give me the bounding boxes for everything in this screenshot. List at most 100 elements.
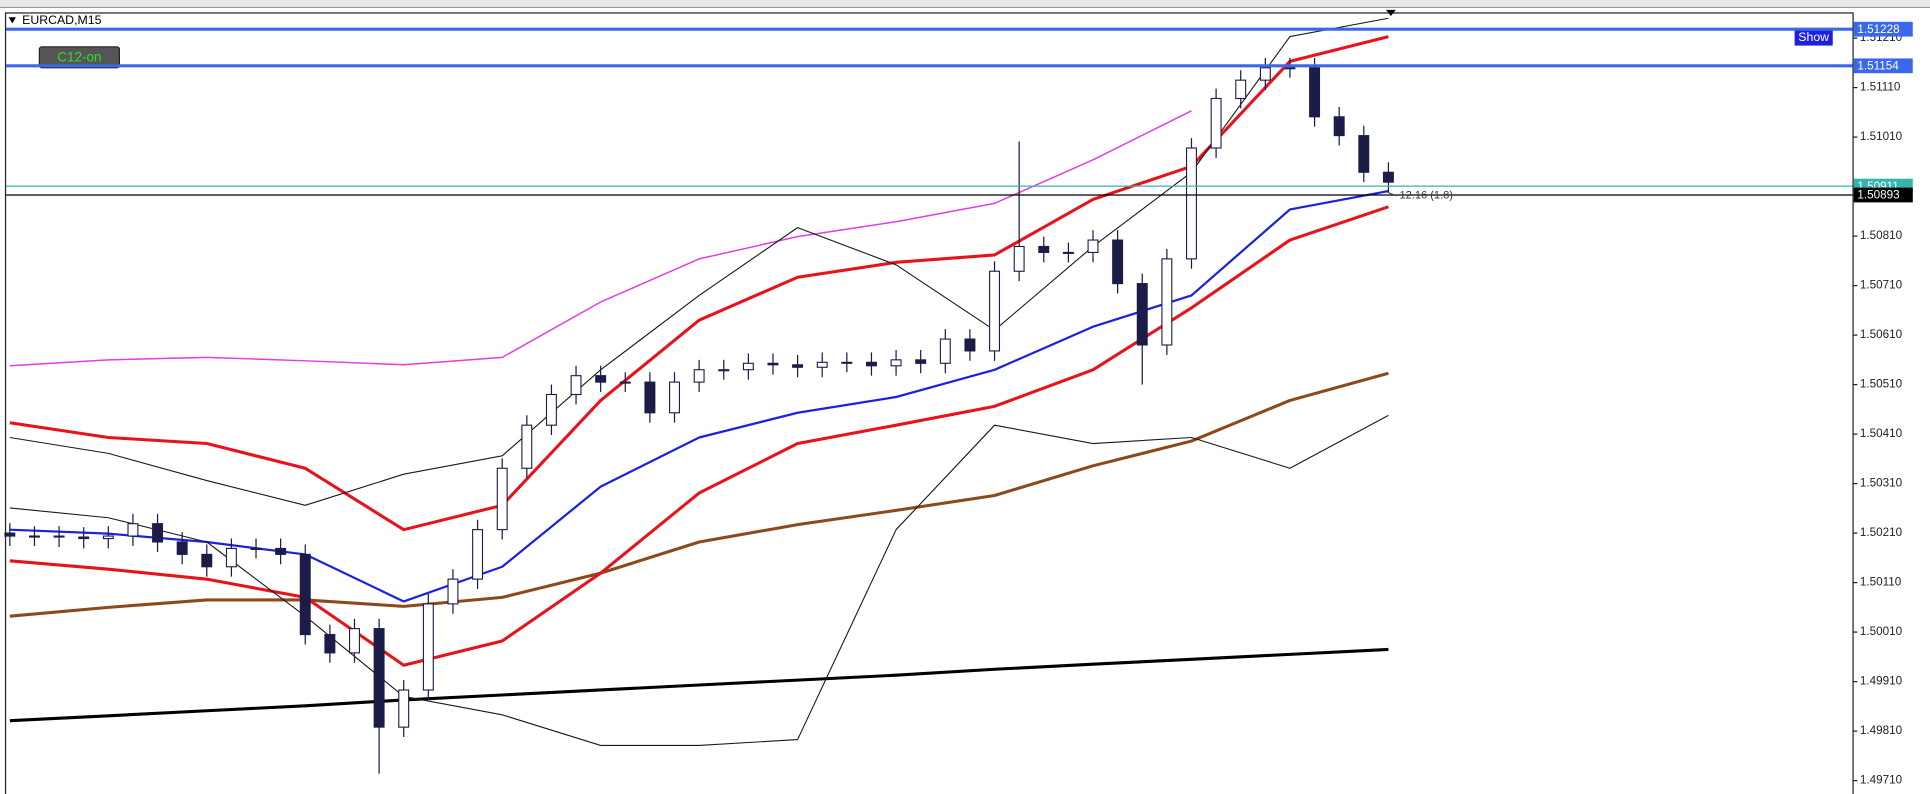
candle-body — [1087, 239, 1099, 253]
y-tick-label: 1.50710 — [1860, 279, 1903, 292]
candle-body — [1210, 97, 1222, 149]
candle-body — [299, 553, 311, 636]
candle-body — [447, 578, 459, 605]
candle-body — [693, 369, 705, 383]
indicator-button[interactable] — [38, 46, 121, 69]
candle-body — [324, 634, 336, 654]
candle-body — [964, 338, 976, 352]
indicator-line — [9, 414, 1389, 747]
indicator-line — [9, 110, 1192, 367]
price-label-box — [1853, 21, 1913, 37]
plot-layer: 1.512101.511101.510101.508101.507101.506… — [4, 17, 1903, 787]
y-tick-label: 1.50510 — [1860, 378, 1903, 391]
indicator-line — [9, 189, 1389, 603]
y-tick-label: 1.50810 — [1860, 229, 1903, 242]
candle-body — [545, 393, 557, 426]
candle-body — [767, 362, 779, 366]
candle-body — [373, 628, 385, 728]
candle-body — [570, 375, 582, 396]
candle-body — [1382, 171, 1394, 183]
candle-body — [915, 359, 927, 364]
y-tick-label: 1.49710 — [1860, 774, 1903, 787]
candle-body — [1013, 245, 1025, 272]
annotation-pointer — [1386, 191, 1396, 197]
candle-body — [53, 535, 65, 538]
candle-body — [349, 628, 360, 654]
price-label-box — [1853, 58, 1913, 74]
candle-body — [669, 381, 680, 414]
candle-body — [102, 535, 114, 540]
candle-body — [521, 424, 533, 469]
indicator-line — [9, 205, 1389, 667]
candle-body — [619, 381, 631, 384]
candle-body — [1333, 116, 1345, 137]
candle-body — [472, 529, 484, 580]
candle-body — [398, 689, 410, 728]
candle-body — [1284, 67, 1296, 70]
y-tick-label: 1.50010 — [1860, 625, 1903, 638]
candle-body — [989, 270, 1001, 352]
menu-arrow[interactable] — [8, 17, 17, 24]
candle-body — [1358, 135, 1370, 173]
y-tick-label: 1.51010 — [1860, 130, 1903, 143]
candle-body — [792, 364, 804, 368]
indicator-line — [9, 647, 1389, 723]
candle-body — [816, 361, 828, 368]
y-tick-label: 1.50610 — [1860, 328, 1903, 341]
candle-body — [939, 338, 951, 364]
y-tick-label: 1.50410 — [1860, 427, 1903, 440]
candle-body — [1112, 239, 1124, 285]
candle-body — [742, 362, 754, 371]
show-button[interactable] — [1794, 28, 1833, 46]
candle-body — [127, 523, 139, 537]
candle-body — [644, 381, 656, 414]
price-label: 1.51154 — [1857, 60, 1899, 73]
candle-body — [890, 359, 902, 367]
candle-body — [1309, 67, 1321, 118]
indicator-button-label[interactable]: C12-on — [57, 49, 101, 64]
y-tick-label: 1.49910 — [1860, 675, 1903, 688]
candle-body — [225, 547, 237, 568]
candle-body — [841, 361, 853, 364]
show-button-label[interactable]: Show — [1798, 30, 1829, 44]
y-tick-label: 1.51110 — [1860, 81, 1901, 94]
price-annotation: 12.16 (1.8) — [1399, 190, 1453, 202]
tab-strip — [0, 0, 1930, 8]
symbol-title: EURCAD,M15 — [22, 13, 101, 27]
candle-body — [1062, 251, 1074, 254]
candle-body — [1161, 258, 1173, 346]
candle-body — [718, 369, 730, 372]
candle-body — [1038, 245, 1050, 253]
indicator-line — [9, 371, 1389, 618]
candle-body — [1186, 147, 1197, 260]
shift-marker — [1385, 9, 1396, 17]
y-tick-label: 1.49810 — [1860, 724, 1903, 737]
price-label: 1.51228 — [1857, 23, 1899, 36]
candle-body — [28, 535, 40, 538]
candle-body — [152, 523, 164, 543]
price-label: 1.50893 — [1857, 189, 1899, 202]
candle-body — [496, 467, 508, 531]
candle-body — [176, 541, 188, 555]
candle-body — [250, 547, 262, 550]
price-label-box — [1853, 187, 1913, 203]
y-tick-label: 1.50210 — [1860, 526, 1903, 539]
indicator-line — [9, 35, 1389, 532]
candle-body — [595, 375, 607, 383]
y-tick-label: 1.50310 — [1860, 477, 1903, 490]
candle-body — [865, 361, 877, 367]
candle-body — [4, 532, 16, 537]
plot-border — [4, 12, 1854, 794]
candle-body — [1235, 79, 1247, 100]
candle-body — [1259, 67, 1271, 81]
candle-body — [275, 547, 287, 555]
indicator-line — [9, 17, 1389, 506]
candle-body — [201, 553, 213, 568]
candle-body — [1136, 283, 1148, 346]
y-tick-label: 1.50110 — [1860, 576, 1902, 589]
candle-body — [422, 603, 434, 691]
candle-body — [78, 536, 90, 540]
